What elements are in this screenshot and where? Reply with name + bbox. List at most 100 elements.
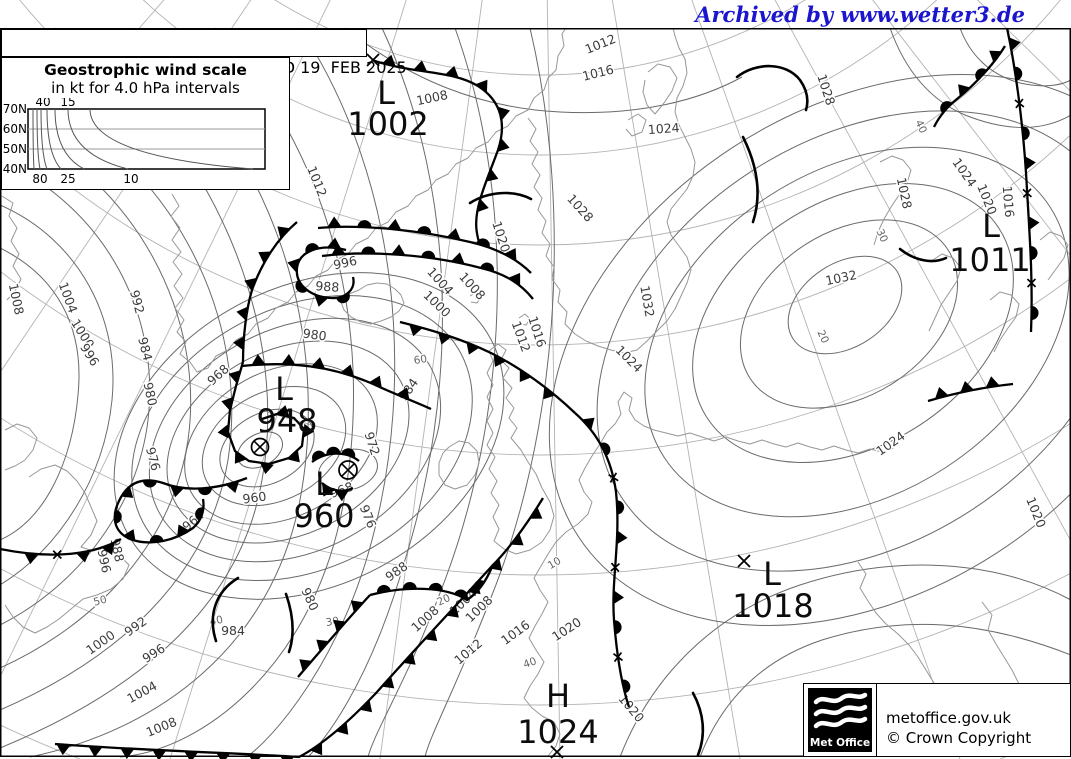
cold-front-triangle bbox=[476, 198, 489, 213]
isobar-label: 996 bbox=[140, 640, 168, 665]
scale-bottom-25: 25 bbox=[60, 172, 75, 186]
cold-front-triangle bbox=[475, 79, 488, 93]
cold-front-triangle bbox=[287, 449, 300, 463]
cold-front-triangle bbox=[935, 387, 949, 399]
cold-front-triangle bbox=[508, 272, 521, 286]
met-office-waves-icon bbox=[813, 692, 868, 729]
cold-front-triangle bbox=[327, 216, 342, 228]
cold-front-triangle bbox=[234, 451, 247, 464]
cold-front-triangle bbox=[497, 106, 511, 121]
latitude-line bbox=[0, 125, 1071, 346]
coastline bbox=[1, 195, 22, 301]
pressure-center-symbol: L bbox=[315, 465, 333, 503]
isobar-label: 1028 bbox=[814, 72, 838, 107]
front-low948-north-front bbox=[241, 363, 432, 411]
cold-front-triangle bbox=[327, 237, 342, 249]
isobar-label: 972 bbox=[361, 430, 383, 457]
coastline bbox=[438, 440, 480, 490]
trough-line bbox=[284, 592, 294, 654]
cold-front-triangle bbox=[387, 218, 402, 231]
cold-front-triangle bbox=[322, 484, 335, 497]
isobar bbox=[0, 247, 80, 541]
isobar bbox=[318, 448, 378, 492]
met-office-url: metoffice.gov.uk bbox=[886, 709, 1012, 728]
crown-copyright: © Crown Copyright bbox=[886, 729, 1032, 748]
warm-front-semicircle bbox=[417, 226, 432, 235]
isobar-label: 1016 bbox=[498, 617, 533, 648]
isobar bbox=[424, 27, 555, 758]
cold-front-triangle bbox=[177, 524, 190, 538]
cold-front-triangle bbox=[613, 590, 625, 605]
isobar-label: 976 bbox=[143, 445, 164, 472]
frontolysis-cross bbox=[610, 562, 620, 573]
cold-front-triangle bbox=[504, 248, 517, 261]
trough-line bbox=[898, 247, 948, 263]
front-wave-back-cold bbox=[297, 594, 371, 678]
warm-front-semicircle bbox=[402, 581, 417, 590]
cold-front-triangle bbox=[424, 628, 438, 642]
lat-label-40n: 40N bbox=[3, 162, 27, 176]
warm-front-semicircle bbox=[616, 500, 625, 515]
pressure-center-symbol: L bbox=[763, 555, 781, 593]
isobar bbox=[0, 159, 151, 626]
isobar-label: 1028 bbox=[564, 191, 596, 225]
isobar bbox=[0, 117, 192, 669]
coastline bbox=[340, 282, 405, 325]
cold-front-triangle bbox=[277, 226, 290, 239]
trough-line bbox=[468, 191, 533, 205]
cold-front-triangle bbox=[960, 380, 974, 393]
warm-front-semicircle bbox=[454, 589, 468, 600]
cold-front-triangle bbox=[445, 65, 459, 78]
pressure-center-symbol: L bbox=[982, 207, 1000, 245]
low-center-cross bbox=[366, 53, 380, 67]
isobar-label: 1024 bbox=[949, 155, 980, 190]
graticule-label: 60 bbox=[413, 353, 428, 367]
warm-front-semicircle bbox=[1022, 126, 1030, 141]
longitude-line bbox=[379, 0, 483, 759]
cold-front-triangle bbox=[88, 746, 103, 758]
cold-front-triangle bbox=[56, 744, 71, 756]
isobar-label: 1020 bbox=[1023, 495, 1049, 530]
isobar bbox=[184, 363, 378, 525]
cold-front-triangle bbox=[244, 277, 257, 291]
cold-front-triangle bbox=[497, 138, 510, 152]
warm-front-semicircle bbox=[357, 220, 372, 228]
coastline bbox=[518, 313, 531, 326]
warm-front-semicircle bbox=[361, 246, 376, 254]
isobar-label: 980 bbox=[302, 325, 328, 343]
met-office-logo-text: Met Office bbox=[809, 737, 871, 749]
cold-front-triangle bbox=[438, 332, 452, 345]
front-main-cold-front bbox=[54, 497, 544, 759]
warm-front-semicircle bbox=[295, 280, 307, 293]
cold-front-triangle bbox=[299, 659, 312, 672]
cold-front-triangle bbox=[409, 324, 423, 337]
warm-front-semicircle bbox=[480, 262, 494, 272]
isobar-label: 980 bbox=[141, 381, 161, 408]
frontolysis-cross bbox=[612, 652, 624, 663]
wind-scale-title: Geostrophic wind scale bbox=[44, 61, 247, 79]
longitude-line bbox=[691, 0, 961, 759]
lat-label-50n: 50N bbox=[3, 142, 27, 156]
map-border bbox=[0, 28, 1071, 757]
coastline bbox=[873, 155, 912, 246]
cold-front-triangle bbox=[336, 722, 349, 735]
cold-front-triangle bbox=[333, 619, 346, 633]
warm-front-semicircle bbox=[195, 507, 205, 521]
cold-front-triangle bbox=[236, 306, 248, 321]
isobar-label: 980 bbox=[298, 585, 322, 613]
pressure-center-symbol: L bbox=[377, 74, 395, 112]
isobar-label: 984 bbox=[135, 336, 155, 363]
front-norway-occluded bbox=[1005, 27, 1033, 333]
low-center-cross bbox=[737, 554, 751, 568]
coastline bbox=[170, 27, 567, 373]
cold-front-triangle bbox=[259, 462, 274, 475]
warm-front-semicircle bbox=[473, 580, 485, 593]
warm-front-semicircle bbox=[341, 448, 356, 458]
met-office-credits: Met Office metoffice.gov.uk © Crown Copy… bbox=[803, 683, 1071, 757]
longitude-line bbox=[611, 0, 741, 759]
cold-front-triangle bbox=[510, 533, 524, 546]
longitude-line bbox=[169, 0, 407, 759]
cold-front-triangle bbox=[958, 84, 971, 97]
wind-scale-subtitle: in kt for 4.0 hPa intervals bbox=[51, 79, 240, 97]
isobar-label: 1032 bbox=[824, 267, 858, 288]
